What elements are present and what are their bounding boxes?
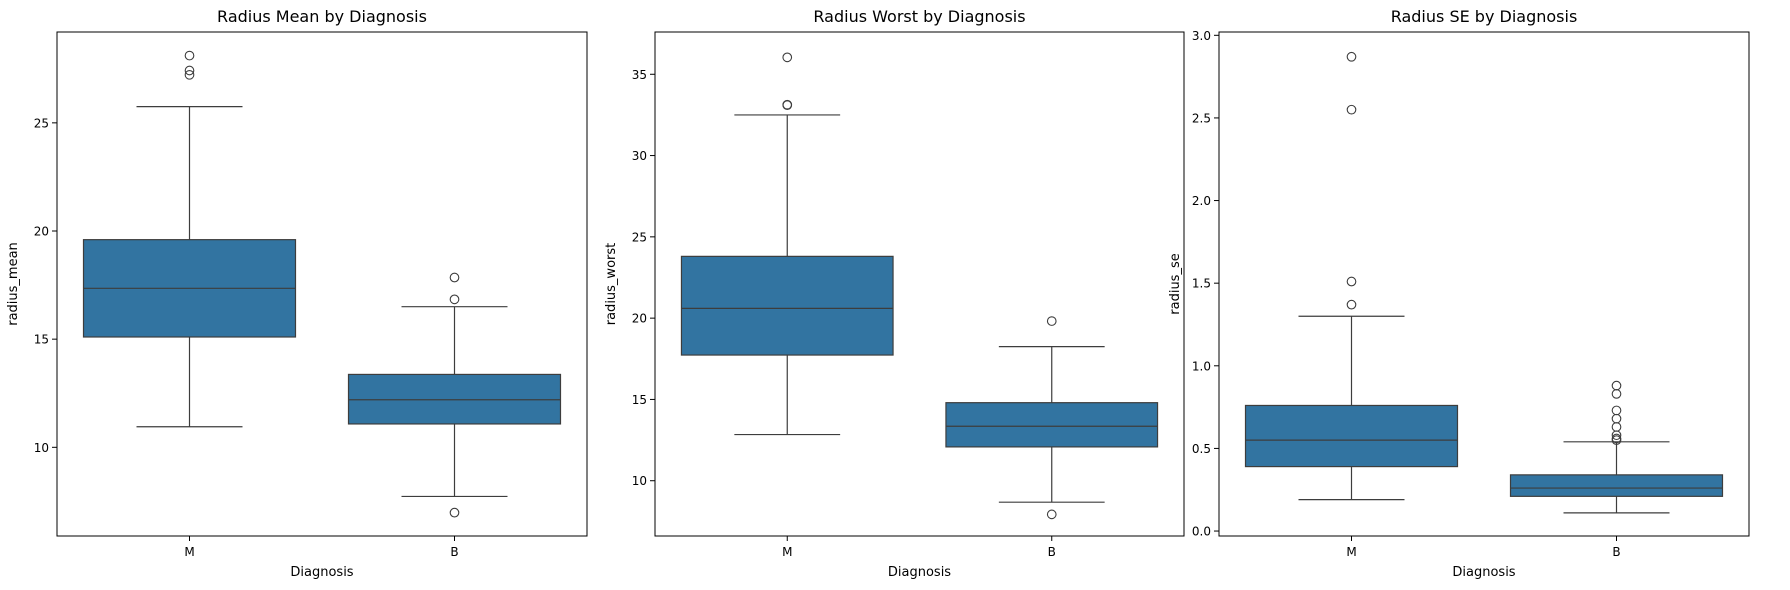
y-tick-label: 20 (632, 312, 647, 326)
y-tick-label: 20 (34, 225, 49, 239)
y-tick-label: 3.0 (1192, 29, 1211, 43)
outlier-point (184, 65, 195, 76)
y-tick-label: 25 (34, 116, 49, 130)
chart-title: Radius Worst by Diagnosis (813, 7, 1025, 26)
y-axis-label: radius_mean (6, 242, 21, 326)
iqr-box (945, 402, 1159, 448)
outlier-point (1346, 51, 1357, 62)
y-tick-label: 2.0 (1192, 194, 1211, 208)
y-tick-label: 0.5 (1192, 442, 1211, 456)
box-B (945, 316, 1159, 520)
outlier-point (449, 272, 460, 283)
box-M (82, 50, 297, 428)
y-tick-label: 2.5 (1192, 111, 1211, 125)
y-tick-label: 25 (632, 230, 647, 244)
box-M (1244, 51, 1459, 501)
outlier-point (1346, 299, 1357, 310)
outlier-point (1611, 405, 1622, 416)
y-axis-label: radius_worst (604, 243, 619, 326)
y-tick-label: 30 (632, 149, 647, 163)
x-tick-label: M (782, 545, 792, 559)
y-tick-label: 10 (632, 474, 647, 488)
y-tick-label: 15 (34, 333, 49, 347)
y-tick-label: 10 (34, 441, 49, 455)
y-tick-label: 0.0 (1192, 525, 1211, 539)
y-tick-label: 1.0 (1192, 359, 1211, 373)
chart-panel-3: 0.0 0.5 1.0 1.5 2.0 2.5 3.0 M B Radius SE by Diag… (1168, 7, 1750, 580)
x-tick-label: B (1612, 545, 1620, 559)
chart-title: Radius SE by Diagnosis (1391, 7, 1578, 26)
plot-frame (1218, 31, 1750, 537)
plot-frame (56, 31, 588, 537)
chart-panel-2: 10 15 20 25 30 35 M B Radius Worst by Diagnosis D… (604, 7, 1185, 580)
iqr-box (1509, 474, 1724, 497)
x-tick-label: B (450, 545, 458, 559)
outlier-point (449, 294, 460, 305)
x-tick-label: M (1346, 545, 1356, 559)
y-tick-label: 35 (632, 68, 647, 82)
box-B (347, 272, 562, 518)
box-M (680, 52, 894, 436)
iqr-box (680, 255, 894, 356)
outlier-point (1346, 104, 1357, 115)
y-tick-label: 1.5 (1192, 277, 1211, 291)
outlier-point (184, 50, 195, 61)
outlier-point (1611, 380, 1622, 391)
y-axis-label: radius_se (1168, 253, 1183, 314)
x-axis-label: Diagnosis (290, 565, 353, 580)
box-B (1509, 380, 1724, 514)
outlier-point (1046, 316, 1057, 326)
iqr-box (1244, 404, 1459, 468)
outlier-point (1611, 389, 1622, 399)
outlier-point (1611, 422, 1622, 432)
outlier-point (782, 52, 793, 63)
outlier-point (1611, 433, 1622, 444)
plot-frame (654, 31, 1185, 537)
y-tick-label: 15 (632, 393, 647, 407)
outlier-point (1611, 413, 1622, 424)
outlier-point (1046, 509, 1057, 520)
outlier-point (782, 99, 793, 110)
x-tick-label: B (1048, 545, 1056, 559)
outlier-point (1346, 276, 1357, 287)
chart-title: Radius Mean by Diagnosis (217, 7, 427, 26)
chart-panel-1: 10 15 20 25 M B Radius Mean by Diagnosis Diagno… (6, 7, 588, 580)
outlier-point (449, 507, 460, 518)
x-axis-label: Diagnosis (888, 565, 951, 580)
outlier-point (184, 69, 195, 80)
x-tick-label: M (184, 545, 194, 559)
x-axis-label: Diagnosis (1452, 565, 1515, 580)
